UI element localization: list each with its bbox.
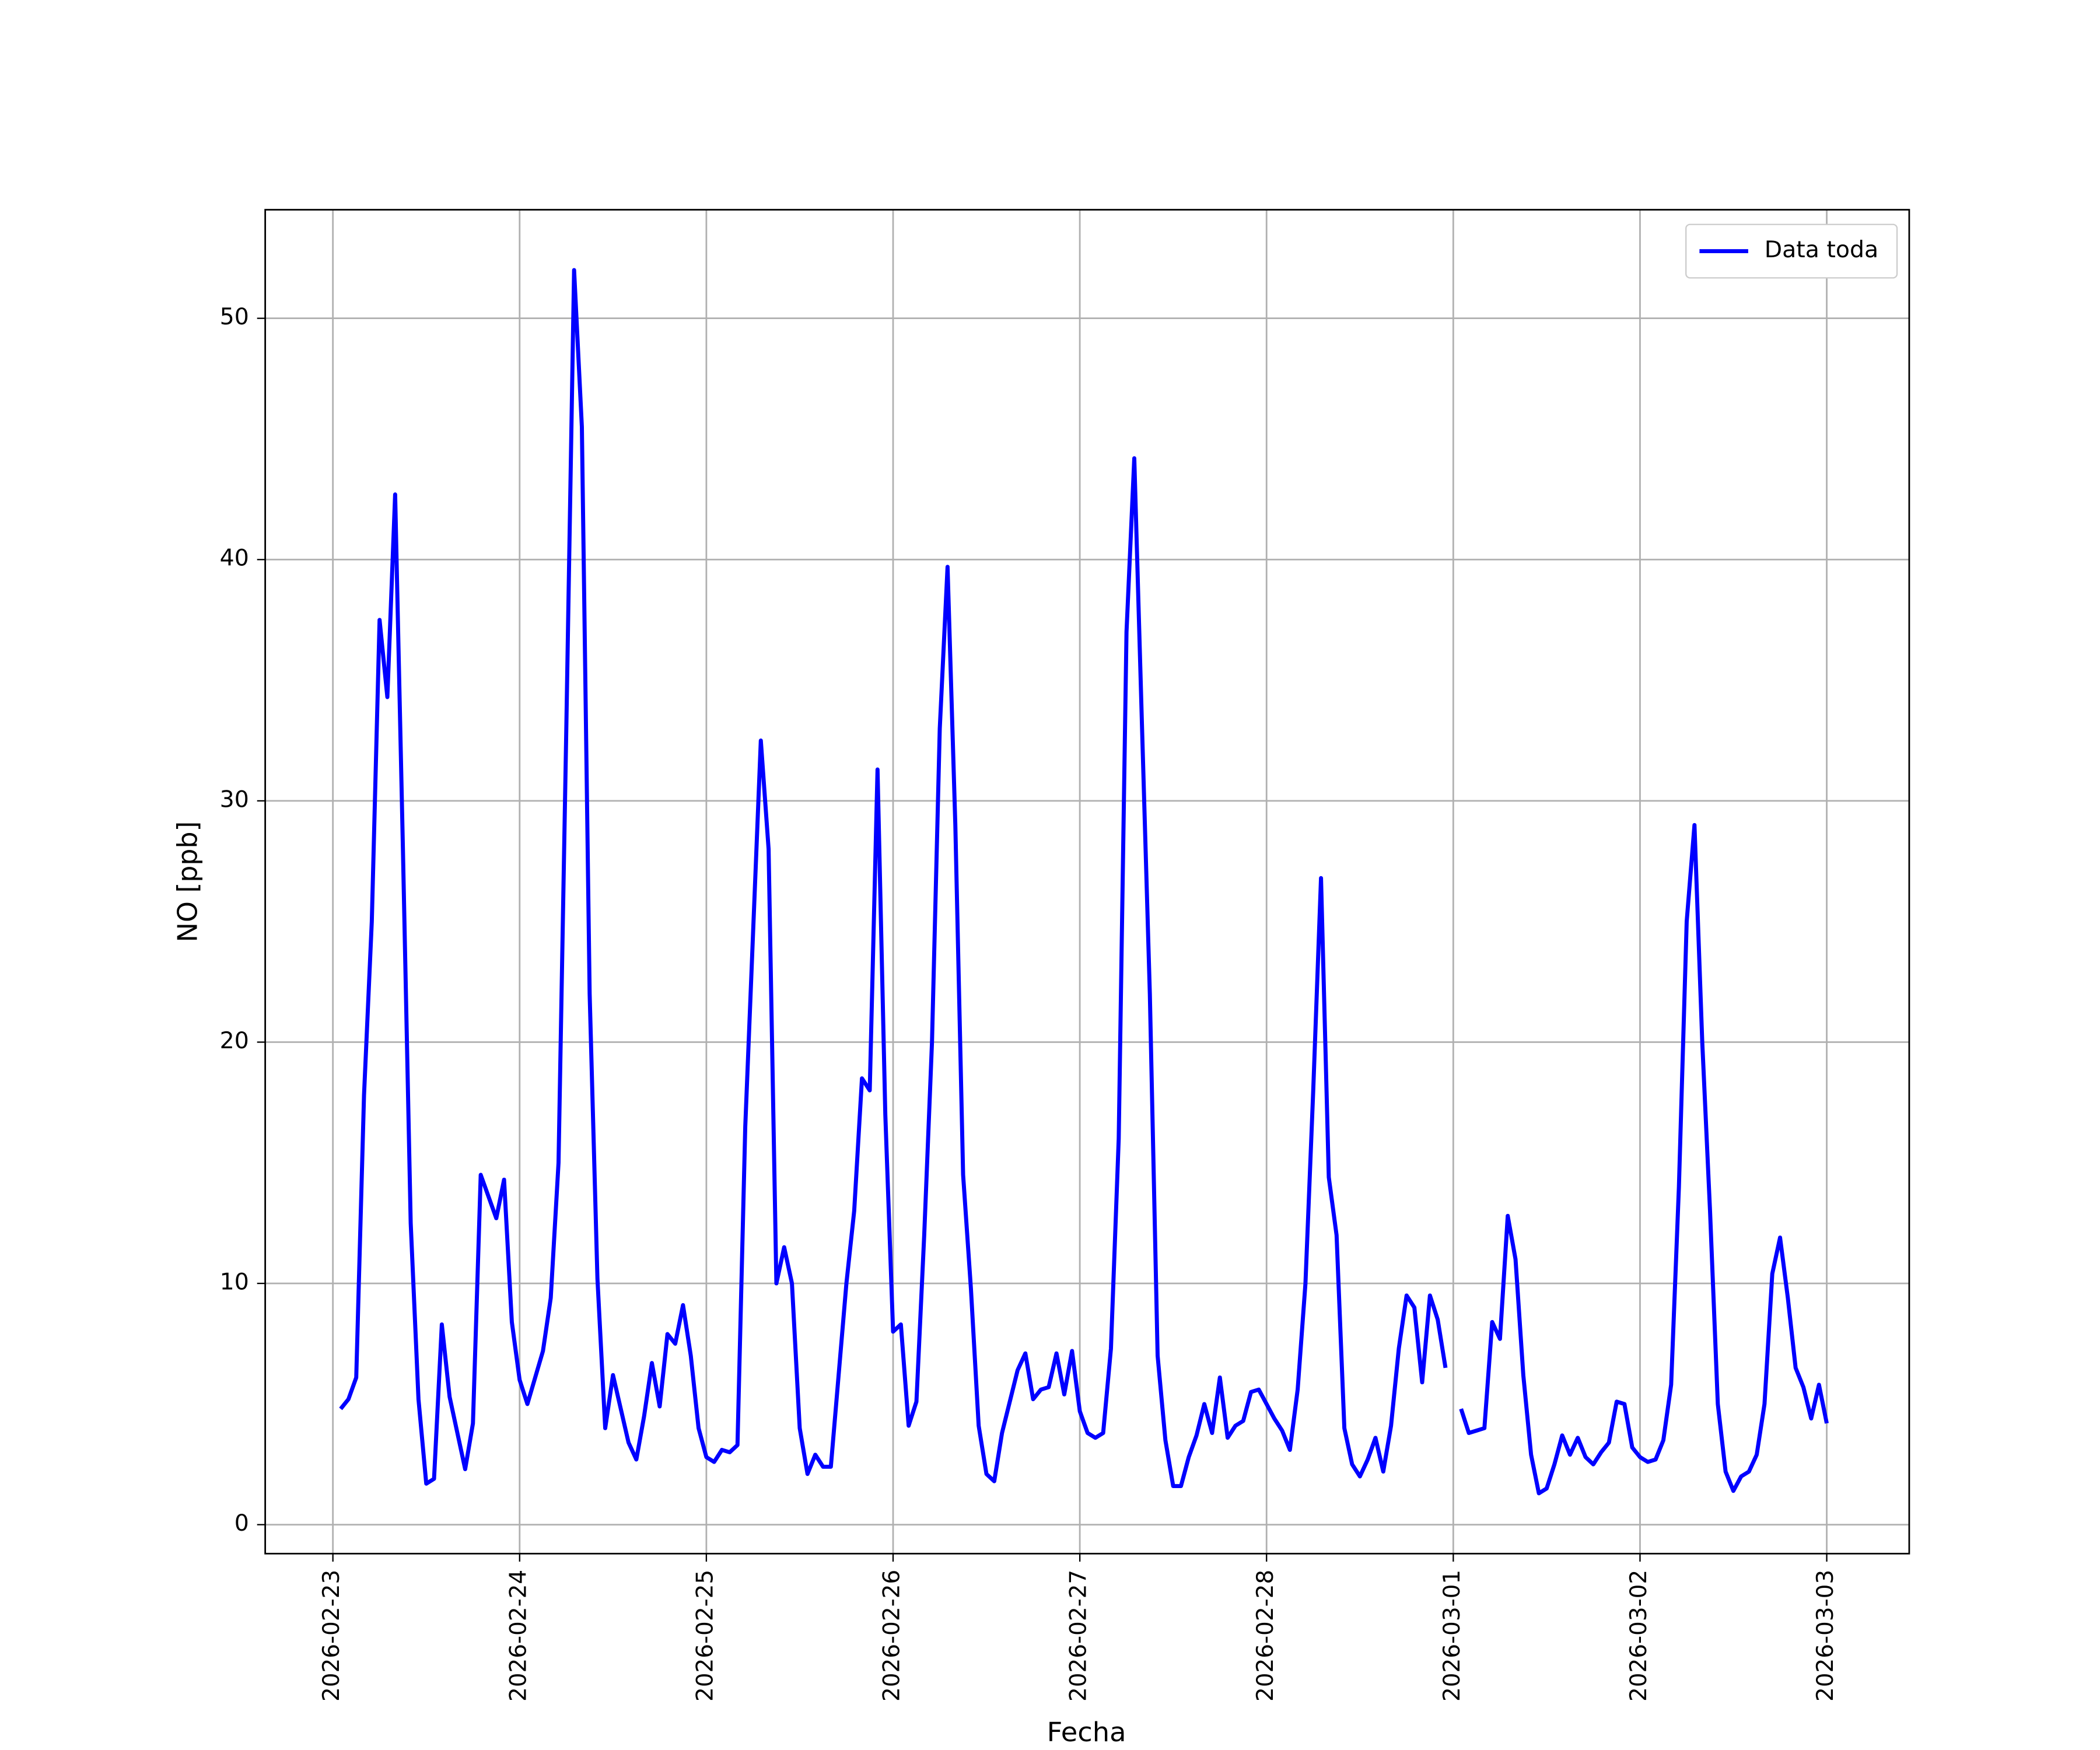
x-tick-label: 2026-02-25 [692, 1570, 718, 1702]
x-tick-label: 2026-02-27 [1065, 1570, 1091, 1702]
y-axis-label: NO [ppb] [172, 821, 203, 943]
x-tick-label: 2026-02-28 [1252, 1570, 1279, 1702]
y-tick-label: 30 [220, 787, 249, 813]
x-axis-label: Fecha [1047, 1716, 1126, 1748]
x-tick-label: 2026-02-23 [318, 1570, 345, 1702]
x-tick-label: 2026-03-01 [1439, 1570, 1465, 1702]
plot-frame [264, 209, 1910, 1555]
y-tick-label: 0 [235, 1510, 249, 1536]
legend-box [1685, 223, 1898, 279]
x-tick-label: 2026-03-02 [1626, 1570, 1652, 1702]
y-tick-label: 10 [220, 1269, 249, 1296]
legend-label: Data toda [1765, 237, 1878, 263]
data-line [339, 268, 1829, 1496]
y-tick-label: 40 [220, 545, 249, 572]
x-tick-label: 2026-02-26 [878, 1570, 905, 1702]
y-tick-label: 20 [220, 1028, 249, 1054]
x-tick-label: 2026-02-24 [505, 1570, 531, 1702]
y-tick-label: 50 [220, 304, 249, 330]
x-tick-label: 2026-03-03 [1812, 1570, 1839, 1702]
